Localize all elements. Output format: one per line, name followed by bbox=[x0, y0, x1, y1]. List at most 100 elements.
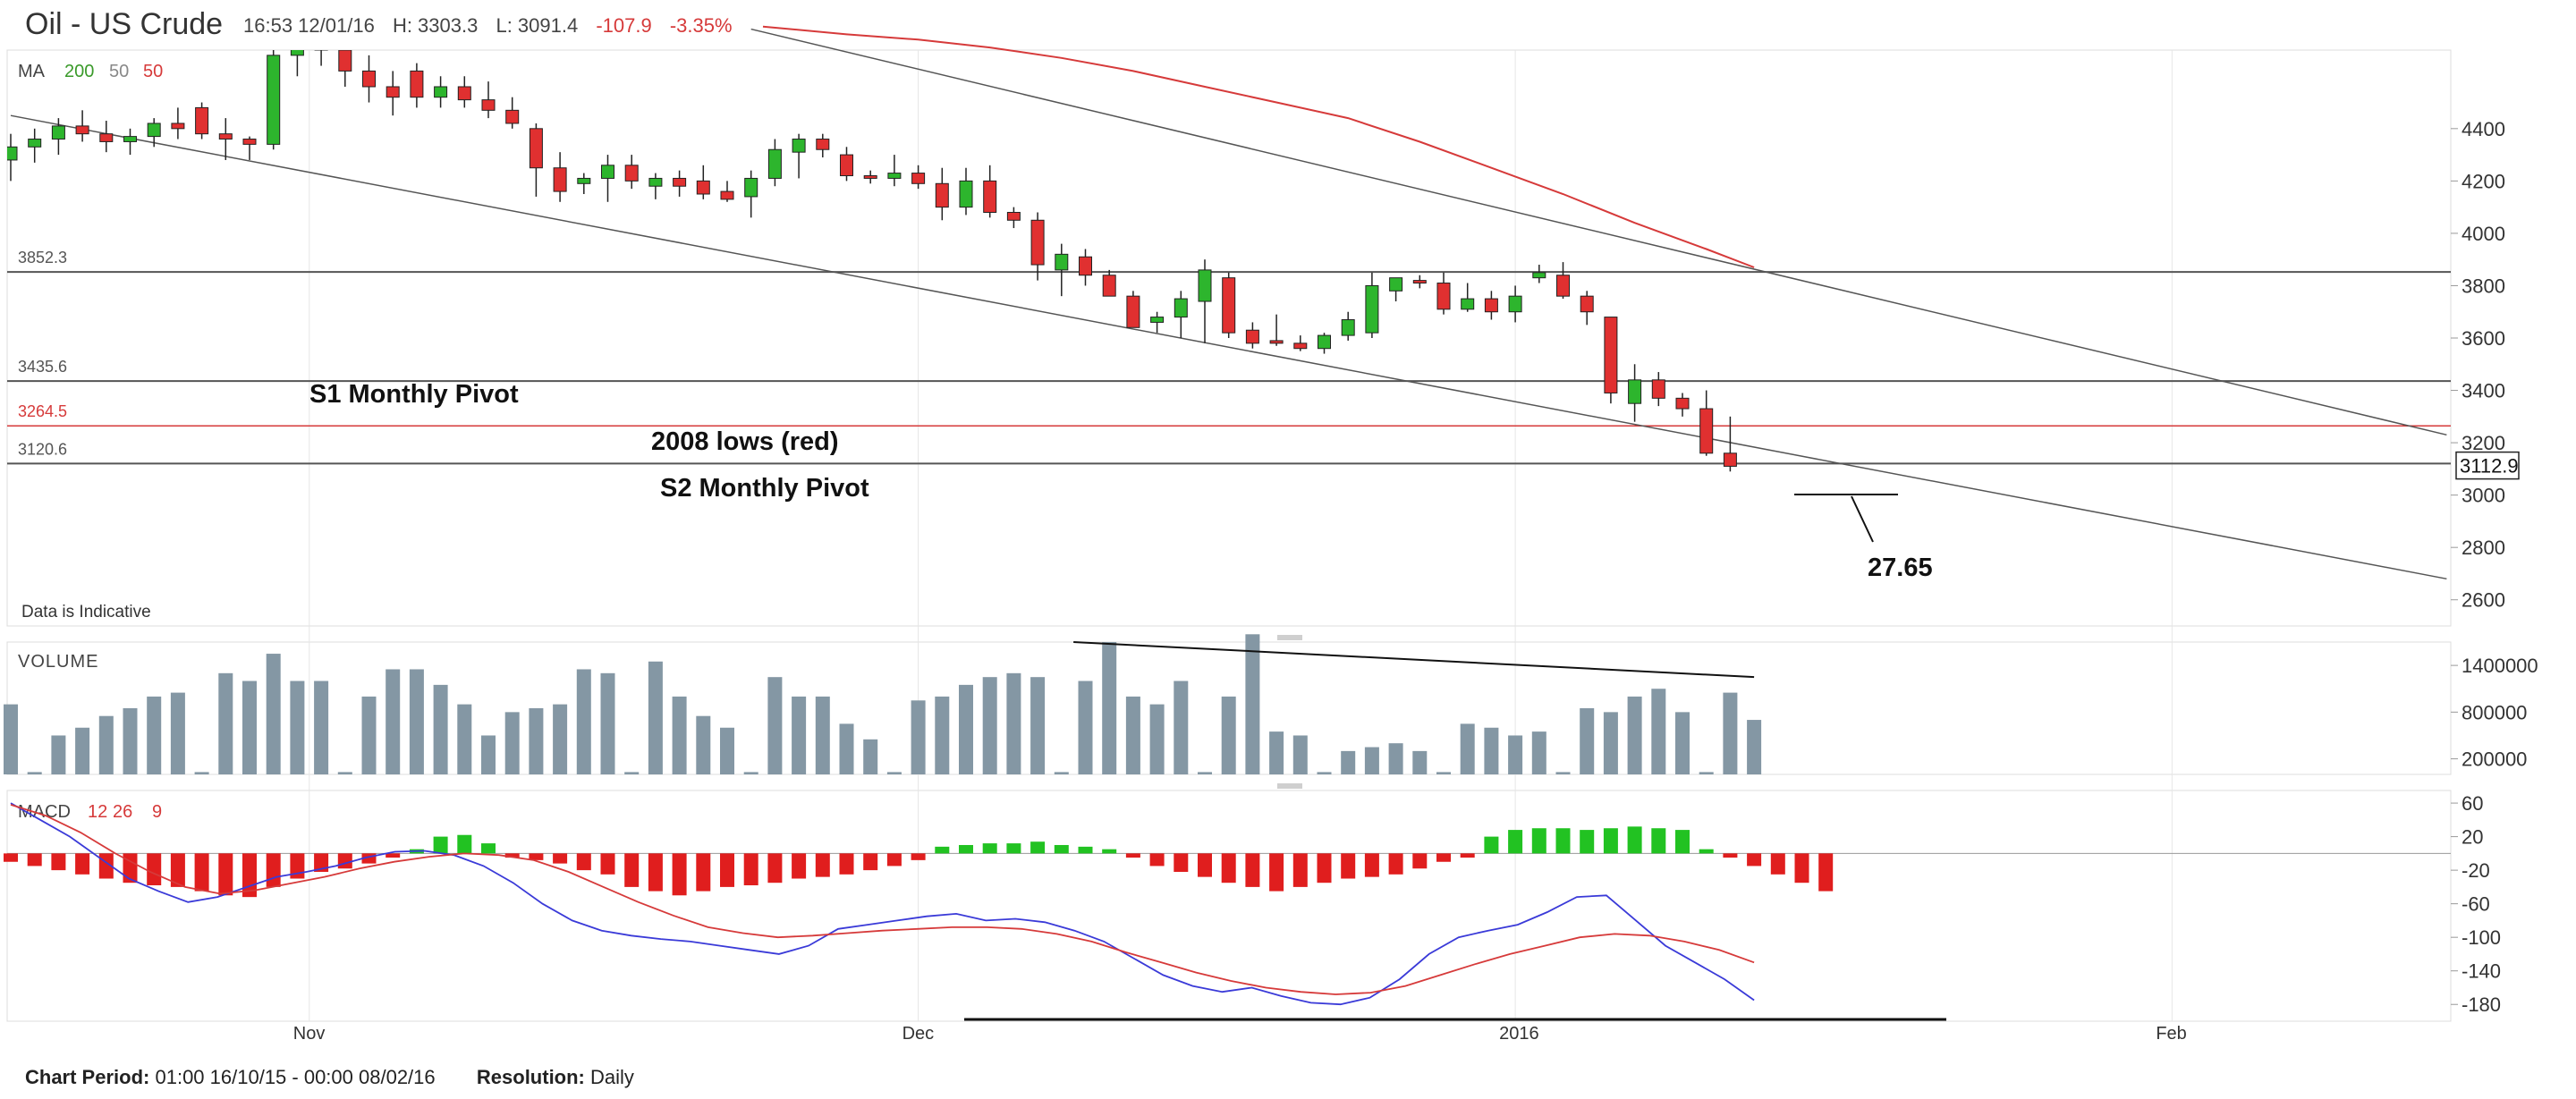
macd-histogram-bar bbox=[886, 853, 902, 867]
volume-bar bbox=[1078, 681, 1093, 774]
candle-body bbox=[1030, 219, 1045, 266]
candle-body bbox=[1102, 275, 1116, 297]
macd-histogram-bar bbox=[1580, 830, 1595, 854]
macd-histogram-bar bbox=[1508, 830, 1523, 854]
macd-histogram-bar bbox=[1747, 853, 1762, 867]
oil-chart[interactable]: 4400 4200 4000 3800 3600 3400 3200 3000 2800 2600… bbox=[0, 0, 2576, 1055]
macd-tick-label: -140 bbox=[2462, 960, 2501, 983]
candle-body bbox=[553, 167, 567, 192]
volume-bar bbox=[218, 672, 233, 774]
candle-body bbox=[457, 86, 471, 101]
macd-histogram-bar bbox=[1174, 853, 1189, 873]
macd-signal-line bbox=[10, 804, 1755, 995]
volume-bar bbox=[1388, 743, 1403, 774]
candle-body bbox=[51, 125, 65, 140]
volume-bar bbox=[361, 696, 377, 774]
volume-bar bbox=[1102, 642, 1117, 774]
candle-body bbox=[481, 99, 496, 111]
panel-resize-handle bbox=[1277, 635, 1302, 640]
volume-bar bbox=[27, 772, 42, 774]
volume-bar bbox=[1484, 727, 1499, 774]
candle-body bbox=[267, 55, 281, 145]
macd-histogram-bar bbox=[481, 843, 496, 854]
candle-body bbox=[744, 177, 758, 198]
low-value: L: 3091.4 bbox=[496, 14, 579, 37]
macd-line bbox=[10, 802, 1755, 1006]
macd-histogram-bar bbox=[457, 834, 472, 854]
volume-bar bbox=[504, 712, 520, 774]
macd-histogram-bar bbox=[696, 853, 711, 892]
volume-bar bbox=[1675, 712, 1690, 774]
candle-body bbox=[1412, 280, 1427, 284]
macd-tick-label: -20 bbox=[2462, 859, 2490, 882]
macd-histogram-bar bbox=[1102, 849, 1117, 854]
volume-bar bbox=[576, 669, 591, 774]
volume-bar bbox=[720, 727, 734, 774]
volume-bar bbox=[1125, 696, 1140, 774]
candle-body bbox=[1699, 408, 1714, 454]
volume-trendline bbox=[1073, 641, 1755, 679]
macd-histogram-bar bbox=[839, 853, 854, 875]
macd-histogram-bar bbox=[361, 853, 377, 864]
last-price-box bbox=[2455, 451, 2520, 480]
candle-body bbox=[696, 180, 710, 195]
macd-histogram-bar bbox=[218, 853, 233, 896]
volume-bar bbox=[314, 681, 329, 774]
candle-body bbox=[624, 165, 639, 182]
macd-histogram-bar bbox=[266, 853, 281, 887]
candle-body bbox=[314, 50, 328, 51]
macd-histogram-bar bbox=[1078, 846, 1093, 854]
volume-bar bbox=[1699, 772, 1714, 774]
volume-bar bbox=[1149, 704, 1165, 774]
volume-bar bbox=[1555, 772, 1571, 774]
volume-bar bbox=[935, 696, 950, 774]
volume-bar bbox=[481, 735, 496, 774]
volume-bar bbox=[1603, 712, 1618, 774]
macd-histogram-bar bbox=[1436, 853, 1451, 862]
volume-bar bbox=[792, 696, 807, 774]
volume-bar bbox=[242, 681, 257, 774]
volume-tick-label: 800000 bbox=[2462, 701, 2527, 723]
price-tick-label: 3000 bbox=[2462, 485, 2505, 507]
macd-histogram-bar bbox=[935, 846, 950, 854]
volume-bar bbox=[1460, 723, 1475, 774]
volume-bar bbox=[266, 654, 281, 774]
macd-histogram-bar bbox=[170, 853, 185, 887]
volume-bar bbox=[1341, 750, 1356, 774]
macd-histogram-bar bbox=[194, 853, 209, 892]
candle-body bbox=[338, 50, 352, 72]
volume-bar bbox=[1317, 772, 1332, 774]
volume-bar bbox=[672, 696, 687, 774]
candle-body bbox=[147, 123, 161, 138]
candle-body bbox=[1723, 452, 1737, 467]
macd-histogram-bar bbox=[911, 853, 926, 860]
macd-histogram-bar bbox=[1603, 828, 1618, 854]
candle-body bbox=[1365, 284, 1379, 334]
macd-histogram-bar bbox=[4, 853, 18, 862]
candle-body bbox=[1341, 319, 1355, 336]
volume-tick-label: 1400000 bbox=[2462, 655, 2538, 677]
target-pointer-line bbox=[1851, 495, 1874, 543]
candle-body bbox=[648, 177, 663, 187]
macd-title: MACD bbox=[18, 802, 71, 822]
level-label: 3852.3 bbox=[18, 249, 67, 266]
candle-body bbox=[601, 165, 614, 179]
chart-footer: Chart Period: 01:00 16/10/15 - 00:00 08/… bbox=[25, 1066, 634, 1089]
candle-body bbox=[1174, 298, 1188, 318]
lows-2008-label: 2008 lows (red) bbox=[651, 427, 839, 456]
volume-bar bbox=[4, 704, 18, 774]
macd-histogram-bar bbox=[1699, 849, 1714, 854]
macd-histogram-bar bbox=[1794, 853, 1809, 883]
price-tick-label: 4000 bbox=[2462, 223, 2505, 245]
macd-histogram-bar bbox=[1054, 844, 1069, 854]
volume-bar bbox=[1723, 692, 1738, 774]
macd-histogram-bar bbox=[553, 853, 568, 864]
candle-body bbox=[1389, 277, 1403, 292]
candle-body bbox=[1556, 275, 1570, 297]
candle-body bbox=[1198, 269, 1212, 302]
macd-histogram-bar bbox=[1269, 853, 1284, 892]
x-axis-label: Dec bbox=[902, 1024, 935, 1044]
volume-bar bbox=[457, 704, 472, 774]
price-tick-label: 2800 bbox=[2462, 537, 2505, 559]
candle-body bbox=[290, 50, 304, 56]
